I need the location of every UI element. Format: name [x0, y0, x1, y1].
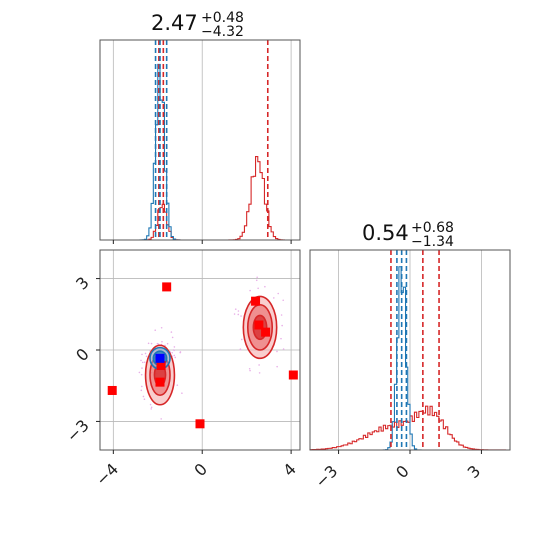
joint-scatter-panel: −4 0 4 −3 0 3: [63, 249, 301, 490]
sample-point: [248, 367, 251, 370]
sample-point: [237, 313, 240, 316]
blue-square-marker: [155, 353, 165, 363]
sample-point: [160, 326, 163, 329]
sample-point: [171, 336, 174, 339]
sample-point: [143, 398, 146, 401]
title-parameter-1-minus: −4.32: [201, 24, 244, 40]
histogram-series-1: [100, 155, 300, 241]
y-tick-label: 0: [72, 344, 93, 365]
title-parameter-2-minus: −1.34: [411, 234, 454, 250]
sample-point: [282, 299, 285, 302]
sample-point: [141, 385, 143, 388]
sample-point: [280, 337, 282, 340]
sample-point: [233, 313, 236, 315]
sample-point: [160, 418, 162, 420]
sample-point: [145, 355, 148, 358]
x-tick-label: 0: [392, 461, 413, 482]
sample-point: [257, 287, 259, 290]
x-tick-label: 3: [464, 461, 485, 482]
sample-point: [147, 342, 150, 345]
sample-point: [173, 349, 175, 352]
x-tick-label: 4: [279, 459, 300, 480]
sample-point: [142, 395, 145, 398]
sample-point: [150, 406, 153, 409]
sample-point: [144, 352, 147, 355]
sample-point: [166, 342, 169, 345]
title-parameter-2-plus: +0.68: [411, 220, 454, 236]
sample-point: [138, 371, 141, 374]
sample-point: [181, 392, 183, 394]
sample-point: [276, 350, 278, 353]
sample-point: [143, 361, 146, 364]
sample-point: [273, 297, 275, 299]
sample-point: [173, 354, 176, 357]
sample-point: [174, 356, 177, 359]
red-square-marker: [288, 370, 298, 380]
sample-point: [141, 353, 143, 356]
x-tick-label: −3: [311, 461, 341, 491]
sample-point: [281, 324, 283, 327]
sample-point: [237, 310, 240, 312]
sample-point: [258, 372, 261, 374]
sample-point: [256, 276, 258, 279]
sample-point: [239, 348, 242, 351]
sample-point: [249, 369, 251, 372]
sample-point: [249, 289, 251, 292]
sample-point: [282, 348, 285, 350]
sample-point: [277, 292, 280, 295]
sample-point: [179, 351, 182, 353]
marginal-histogram-x: [99, 39, 301, 244]
sample-point: [171, 351, 174, 354]
sample-point: [141, 361, 144, 364]
red-square-marker: [156, 360, 166, 370]
red-square-marker: [254, 320, 264, 330]
sample-point: [141, 367, 143, 369]
sample-point: [240, 315, 242, 317]
sample-point: [258, 364, 260, 366]
red-square-marker: [155, 377, 165, 387]
sample-point: [240, 338, 243, 341]
sample-point: [234, 308, 237, 310]
histogram-series-2: [100, 63, 300, 241]
red-square-marker: [251, 296, 261, 306]
title-parameter-1: 2.47: [151, 11, 198, 35]
sample-point: [170, 331, 173, 333]
title-parameter-1-plus: +0.48: [201, 10, 244, 26]
red-square-marker: [162, 282, 172, 292]
sample-point: [154, 329, 157, 332]
panel-frame: [99, 39, 301, 241]
title-parameter-2: 0.54: [362, 221, 409, 245]
sample-point: [140, 373, 143, 376]
sample-point: [161, 340, 163, 343]
sample-point: [176, 384, 179, 386]
sample-point: [276, 365, 278, 368]
sample-point: [140, 389, 143, 392]
red-square-marker: [261, 327, 271, 337]
red-square-marker: [107, 385, 117, 395]
x-tick-label: 0: [190, 459, 211, 480]
red-square-marker: [195, 419, 205, 429]
sample-point: [149, 403, 152, 406]
sample-point: [150, 342, 153, 345]
sample-point: [140, 359, 142, 362]
sample-point: [280, 314, 283, 316]
y-tick-label: 3: [72, 273, 93, 294]
marginal-histogram-y: −3 0 3: [309, 249, 511, 492]
sample-point: [255, 279, 258, 282]
sample-point: [150, 408, 153, 410]
sample-point: [173, 346, 176, 348]
x-tick-label: −4: [92, 459, 122, 489]
y-tick-label: −3: [63, 416, 93, 446]
sample-point: [264, 285, 266, 288]
